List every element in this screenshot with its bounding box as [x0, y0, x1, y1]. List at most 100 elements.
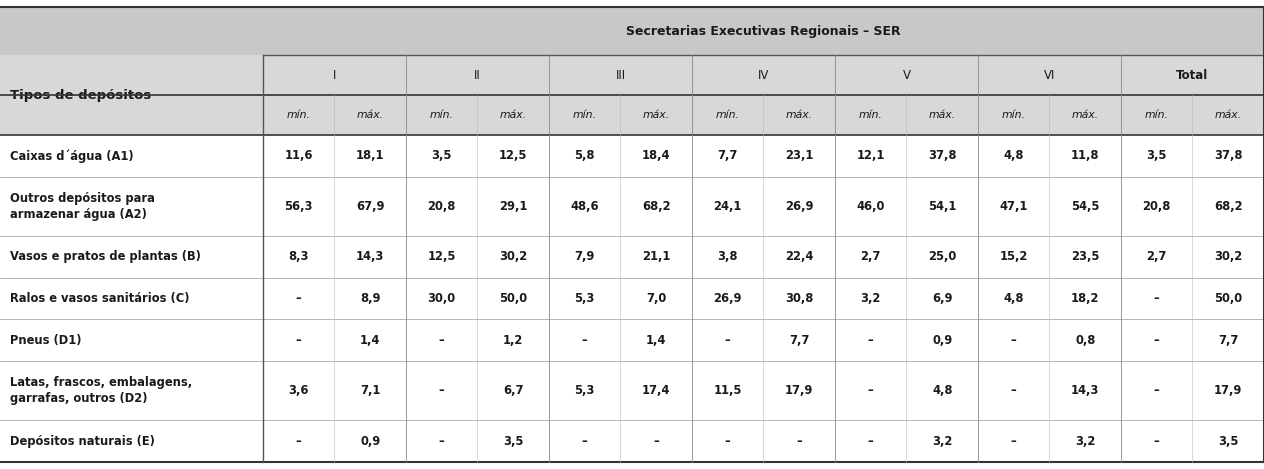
Text: 3,5: 3,5 [431, 149, 451, 162]
Text: 17,9: 17,9 [785, 384, 814, 397]
Text: Latas, frascos, embalagens,: Latas, frascos, embalagens, [10, 376, 192, 389]
Text: 67,9: 67,9 [356, 200, 384, 213]
Text: máx.: máx. [786, 110, 813, 120]
Text: 56,3: 56,3 [284, 200, 313, 213]
Text: –: – [296, 292, 302, 305]
Text: máx.: máx. [1215, 110, 1241, 120]
Text: 17,4: 17,4 [642, 384, 670, 397]
Text: máx.: máx. [356, 110, 384, 120]
Text: 54,5: 54,5 [1071, 200, 1100, 213]
Text: Total: Total [1177, 69, 1208, 82]
Text: –: – [1154, 333, 1159, 347]
Text: 3,5: 3,5 [1218, 435, 1239, 448]
Text: mín.: mín. [715, 110, 739, 120]
Text: garrafas, outros (D2): garrafas, outros (D2) [10, 393, 148, 406]
Text: 0,9: 0,9 [360, 435, 380, 448]
Text: –: – [296, 435, 302, 448]
Text: Tipos de depósitos: Tipos de depósitos [10, 89, 152, 102]
Bar [0, 420, 1264, 462]
Text: I: I [332, 69, 336, 82]
Text: 23,5: 23,5 [1071, 250, 1100, 264]
Bar [263, 95, 1264, 135]
Text: 21,1: 21,1 [642, 250, 670, 264]
Text: 7,7: 7,7 [1218, 333, 1239, 347]
Text: Depósitos naturais (E): Depósitos naturais (E) [10, 435, 155, 448]
Text: Pneus (D1): Pneus (D1) [10, 333, 82, 347]
Text: Vasos e pratos de plantas (B): Vasos e pratos de plantas (B) [10, 250, 201, 264]
Text: Secretarias Executivas Regionais – SER: Secretarias Executivas Regionais – SER [626, 25, 901, 38]
Text: 30,8: 30,8 [785, 292, 814, 305]
Text: VI: VI [1044, 69, 1055, 82]
Text: 3,5: 3,5 [1146, 149, 1167, 162]
Text: 2,7: 2,7 [1146, 250, 1167, 264]
Text: 18,1: 18,1 [356, 149, 384, 162]
Text: 0,8: 0,8 [1076, 333, 1096, 347]
Bar [0, 361, 1264, 420]
Text: 3,2: 3,2 [1076, 435, 1096, 448]
Text: 1,4: 1,4 [360, 333, 380, 347]
Text: 11,8: 11,8 [1071, 149, 1100, 162]
Text: mín.: mín. [1145, 110, 1169, 120]
Text: 4,8: 4,8 [1004, 149, 1024, 162]
Text: armazenar água (A2): armazenar água (A2) [10, 208, 147, 221]
Text: 4,8: 4,8 [1004, 292, 1024, 305]
Text: mín.: mín. [430, 110, 454, 120]
Text: 15,2: 15,2 [1000, 250, 1028, 264]
Text: –: – [1154, 384, 1159, 397]
Text: 3,8: 3,8 [718, 250, 738, 264]
Text: 1,4: 1,4 [646, 333, 666, 347]
Text: –: – [653, 435, 659, 448]
Text: 30,2: 30,2 [499, 250, 527, 264]
Text: máx.: máx. [642, 110, 670, 120]
Text: –: – [724, 333, 731, 347]
Text: 24,1: 24,1 [713, 200, 742, 213]
Text: II: II [474, 69, 480, 82]
Text: –: – [439, 435, 445, 448]
Text: –: – [439, 384, 445, 397]
Text: 12,5: 12,5 [499, 149, 527, 162]
Text: –: – [1011, 435, 1016, 448]
Text: 5,3: 5,3 [575, 292, 595, 305]
Text: 14,3: 14,3 [1071, 384, 1100, 397]
Text: 37,8: 37,8 [928, 149, 957, 162]
Bar [0, 135, 1264, 177]
Text: 1,2: 1,2 [503, 333, 523, 347]
Bar [0, 7, 263, 55]
Text: 7,1: 7,1 [360, 384, 380, 397]
Text: mín.: mín. [858, 110, 882, 120]
Text: 2,7: 2,7 [861, 250, 881, 264]
Text: 17,9: 17,9 [1213, 384, 1243, 397]
Text: 23,1: 23,1 [785, 149, 814, 162]
Text: 12,1: 12,1 [857, 149, 885, 162]
Text: 6,7: 6,7 [503, 384, 523, 397]
Text: 3,6: 3,6 [288, 384, 308, 397]
Text: máx.: máx. [499, 110, 527, 120]
Text: 48,6: 48,6 [570, 200, 599, 213]
Text: 18,4: 18,4 [642, 149, 670, 162]
Text: Caixas d´água (A1): Caixas d´água (A1) [10, 149, 134, 163]
Text: –: – [1154, 435, 1159, 448]
Text: mín.: mín. [287, 110, 311, 120]
Text: 68,2: 68,2 [1213, 200, 1243, 213]
Text: 3,5: 3,5 [503, 435, 523, 448]
Text: 50,0: 50,0 [1215, 292, 1243, 305]
Text: 4,8: 4,8 [932, 384, 953, 397]
Text: III: III [616, 69, 626, 82]
Text: 0,9: 0,9 [932, 333, 952, 347]
Text: 8,9: 8,9 [360, 292, 380, 305]
Text: 18,2: 18,2 [1071, 292, 1100, 305]
Text: Ralos e vasos sanitários (C): Ralos e vasos sanitários (C) [10, 292, 190, 305]
Text: –: – [296, 333, 302, 347]
Bar [0, 236, 1264, 278]
Bar [0, 177, 1264, 236]
Text: 26,9: 26,9 [785, 200, 814, 213]
Text: 14,3: 14,3 [356, 250, 384, 264]
Text: 6,9: 6,9 [932, 292, 953, 305]
Text: 8,3: 8,3 [288, 250, 308, 264]
Bar [0, 319, 1264, 361]
Text: 68,2: 68,2 [642, 200, 670, 213]
Text: –: – [581, 333, 588, 347]
Text: IV: IV [758, 69, 769, 82]
Text: 50,0: 50,0 [499, 292, 527, 305]
Text: 20,8: 20,8 [427, 200, 456, 213]
